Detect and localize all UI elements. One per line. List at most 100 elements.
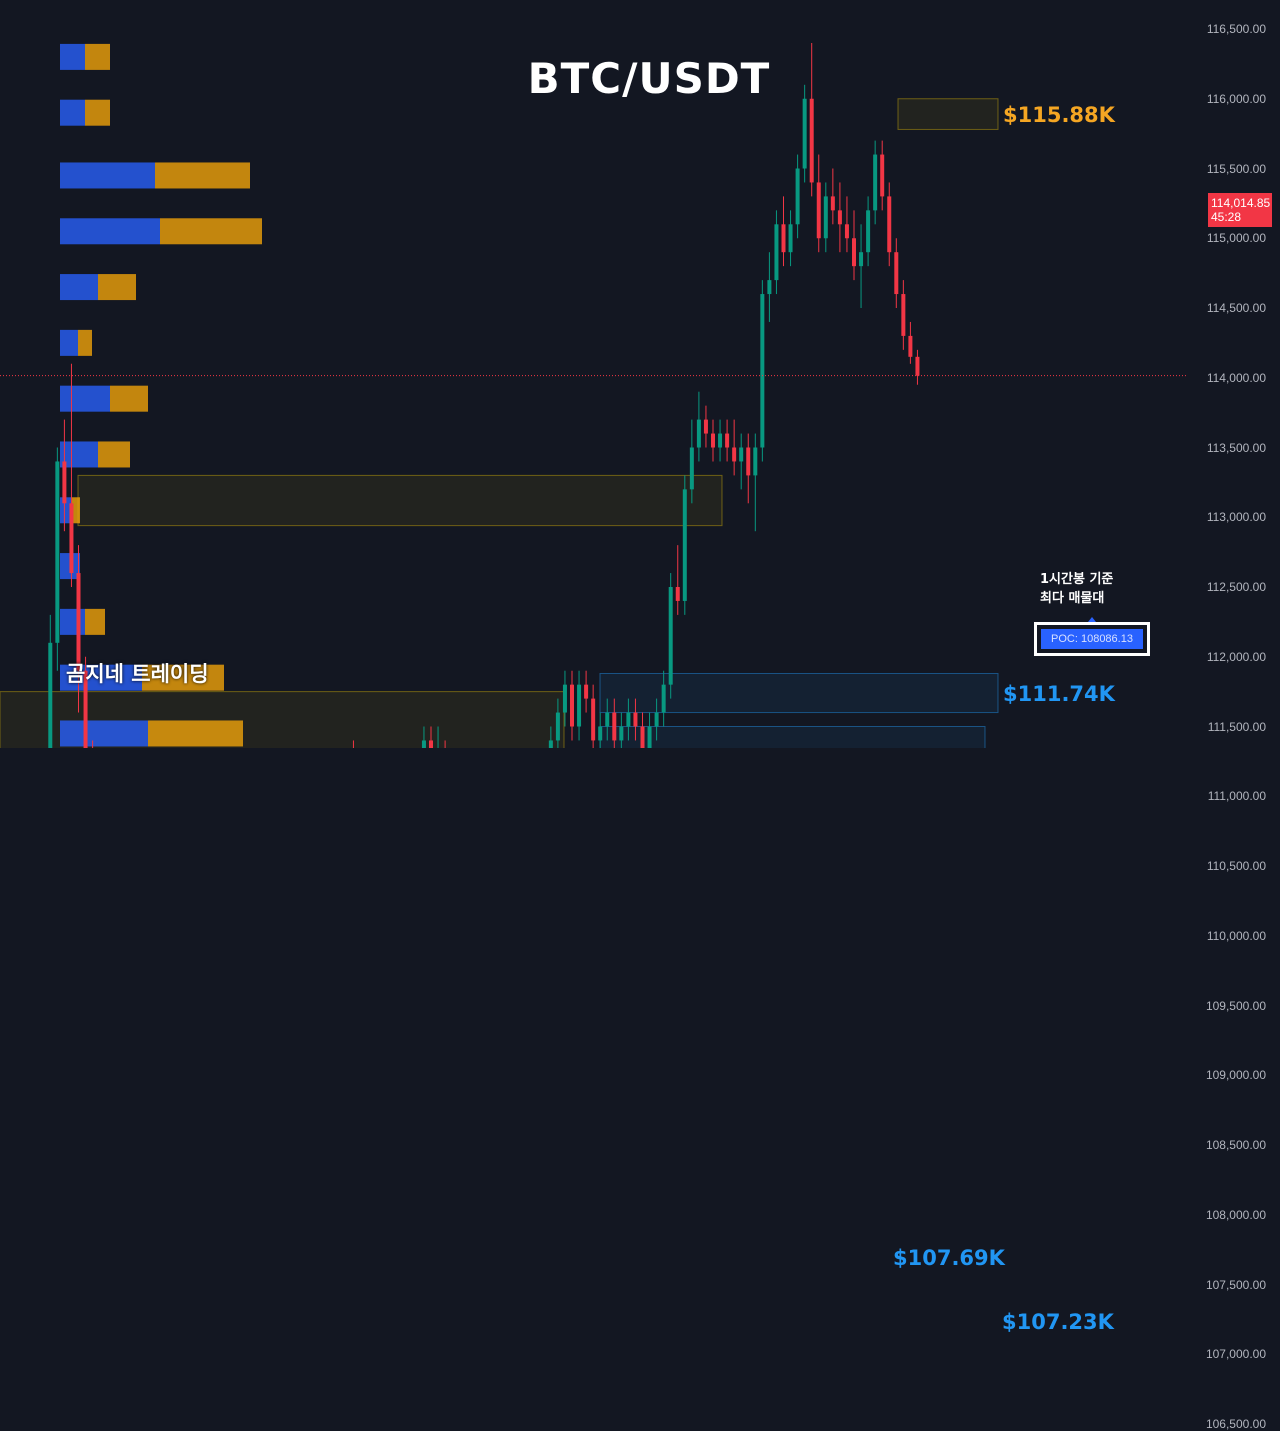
candle-body	[732, 447, 737, 462]
poc-annotation: 1시간봉 기준 최다 매물대	[1040, 570, 1113, 608]
level-label: $111.74K	[1003, 682, 1115, 707]
candle-body	[661, 684, 666, 713]
candle-body	[675, 587, 680, 601]
candle-body	[640, 726, 645, 748]
candle-body	[767, 280, 772, 295]
candle-body	[711, 433, 715, 448]
candle-countdown: 45:28	[1211, 210, 1242, 224]
candle-body	[852, 238, 856, 267]
candle-body	[548, 740, 553, 748]
price-chart[interactable]	[0, 0, 1280, 748]
candle-body	[555, 712, 560, 741]
candle-body	[429, 740, 433, 748]
volume-profile-sell-bar	[85, 99, 110, 126]
volume-profile-buy-bar	[60, 218, 160, 245]
candle-body	[83, 670, 88, 748]
price-axis-label: 116,000.00	[1206, 91, 1266, 106]
volume-profile-sell-bar	[78, 329, 92, 356]
candle-body	[55, 461, 60, 643]
candle-body	[844, 224, 849, 239]
candle-body	[577, 684, 582, 727]
volume-profile-buy-bar	[60, 43, 85, 70]
volume-profile-buy-bar	[60, 720, 148, 747]
level-label: $107.23K	[1002, 1310, 1114, 1335]
poc-note-line-2: 최다 매물대	[1040, 591, 1105, 606]
candle-body	[570, 684, 574, 727]
candle-body	[76, 573, 81, 671]
candle-body	[584, 684, 589, 699]
candle-body	[562, 684, 567, 713]
candle-body	[647, 726, 652, 748]
candle-body	[908, 335, 913, 357]
volume-profile-buy-bar	[60, 664, 142, 691]
price-axis-label: 113,500.00	[1206, 440, 1266, 455]
candle-body	[739, 447, 744, 462]
price-axis-label: 107,000.00	[1205, 1347, 1266, 1362]
candle-body	[795, 168, 800, 225]
candle-body	[612, 712, 617, 741]
candle-body	[703, 419, 708, 434]
level-label: $115.88K	[1003, 103, 1115, 128]
candle-body	[633, 712, 638, 727]
price-axis-label: 112,000.00	[1206, 649, 1266, 664]
volume-profile-sell-bar	[142, 664, 224, 691]
zone-box	[599, 672, 999, 714]
candle-body	[901, 294, 906, 336]
volume-profile-sell-bar	[155, 162, 250, 189]
current-price-value: 114,014.85	[1211, 196, 1271, 210]
poc-label-box: POC: 108086.13	[1034, 622, 1150, 656]
price-axis-label: 114,000.00	[1206, 370, 1266, 385]
volume-profile-sell-bar	[148, 720, 243, 747]
volume-profile-buy-bar	[60, 497, 72, 524]
volume-profile-buy-bar	[60, 385, 110, 412]
price-axis-label: 106,500.00	[1205, 1417, 1266, 1431]
candle-body	[605, 712, 610, 727]
volume-profile-buy-bar	[60, 99, 85, 126]
candle-body	[696, 419, 701, 448]
price-axis-label: 114,500.00	[1206, 301, 1266, 315]
poc-marker-icon	[1088, 617, 1096, 622]
poc-note-line-1: 1시간봉 기준	[1040, 572, 1114, 587]
current-price-tag: 114,014.85 45:28	[1208, 193, 1272, 227]
candle-body	[598, 726, 603, 741]
candle-body	[725, 433, 730, 448]
price-axis-label: 111,500.00	[1207, 719, 1266, 734]
candle-body	[626, 712, 631, 727]
zone-box	[897, 98, 999, 130]
price-axis-label: 110,000.00	[1206, 928, 1266, 943]
volume-profile-sell-bar	[72, 497, 80, 524]
price-axis-label: 116,500.00	[1206, 22, 1266, 36]
candle-body	[753, 447, 758, 476]
price-axis-label: 111,000.00	[1207, 789, 1266, 804]
price-axis-label: 115,000.00	[1206, 231, 1266, 246]
price-axis-label: 112,500.00	[1206, 580, 1266, 594]
volume-profile-sell-bar	[110, 385, 148, 412]
candle-body	[774, 224, 779, 281]
candle-body	[718, 433, 723, 448]
candle-body	[746, 447, 751, 476]
candle-body	[873, 154, 878, 211]
candle-body	[62, 461, 67, 504]
candle-body	[866, 210, 871, 253]
candle-body	[894, 252, 899, 295]
candle-body	[887, 196, 892, 253]
candle-body	[830, 196, 835, 211]
candle-body	[837, 210, 842, 225]
candle-body	[654, 712, 659, 727]
price-axis-label: 108,000.00	[1205, 1207, 1266, 1222]
candle-body	[619, 726, 624, 741]
volume-profile-sell-bar	[98, 274, 136, 301]
candle-body	[823, 196, 828, 239]
candle-body	[682, 489, 687, 601]
zone-box	[599, 726, 986, 748]
channel-watermark: 곰지네 트레이딩	[66, 662, 209, 686]
candle-body	[689, 447, 694, 490]
zone-box	[77, 474, 723, 527]
price-axis-label: 109,000.00	[1205, 1068, 1266, 1083]
price-axis-label: 113,000.00	[1206, 510, 1266, 525]
price-axis-label: 115,500.00	[1206, 161, 1266, 176]
volume-profile-sell-bar	[160, 218, 262, 245]
poc-label: POC: 108086.13	[1041, 629, 1143, 649]
price-axis-label: 107,500.00	[1205, 1277, 1266, 1292]
candle-body	[915, 356, 920, 376]
